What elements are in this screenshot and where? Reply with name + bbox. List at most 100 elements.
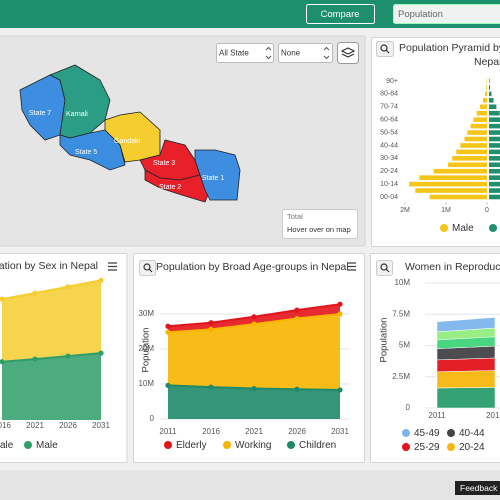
- bar: [409, 181, 487, 187]
- bar: [489, 181, 500, 187]
- x-tick-label: 2021: [26, 421, 44, 430]
- bar: [489, 156, 500, 161]
- zoom-icon: [380, 44, 390, 54]
- map-region[interactable]: [194, 149, 241, 201]
- bar: [415, 188, 487, 193]
- layers-icon: [340, 47, 356, 58]
- select-arrow: [323, 46, 330, 60]
- region-label: State 2: [159, 184, 181, 191]
- point: [165, 329, 171, 335]
- compare-button[interactable]: [306, 4, 375, 24]
- bar: [489, 98, 494, 103]
- layers-button[interactable]: [337, 42, 359, 64]
- y-tick-label: 50-54: [380, 129, 398, 136]
- area: [2, 280, 101, 362]
- bar: [489, 91, 492, 97]
- map-tooltip: [282, 209, 358, 239]
- point: [98, 350, 104, 356]
- bar: [448, 162, 487, 168]
- zoom-button[interactable]: [139, 260, 156, 276]
- pyramid-panel: [371, 37, 500, 247]
- bar: [482, 98, 487, 103]
- x-tick-label: 2031: [92, 421, 110, 430]
- y-tick-label: 0: [150, 414, 155, 423]
- y-tick-label: 20-24: [380, 168, 398, 175]
- bar: [433, 168, 487, 174]
- region-label: Gandaki: [114, 138, 141, 145]
- filter-select-value: None: [281, 49, 301, 58]
- bar: [452, 156, 487, 161]
- y-tick-label: 0: [406, 403, 411, 412]
- point: [65, 353, 71, 359]
- legend-marker: [447, 443, 455, 451]
- bar: [460, 143, 487, 148]
- compare-label: Compare: [320, 9, 359, 20]
- x-tick-label: 2016: [486, 411, 500, 420]
- map-region[interactable]: [59, 129, 126, 171]
- bar: [489, 123, 500, 129]
- legend-marker: [447, 429, 455, 437]
- point: [165, 323, 171, 329]
- pyramid-chart: Population Pyramid by Nepal 90+ 80-84 70-7…: [380, 42, 500, 234]
- chart-title: Nepal: [474, 56, 500, 68]
- point: [32, 356, 38, 362]
- bar: [489, 188, 500, 193]
- y-tick-label: 00-04: [380, 194, 398, 201]
- bar: [489, 168, 500, 174]
- state-select[interactable]: [216, 43, 274, 63]
- bar: [456, 149, 487, 155]
- bar: [486, 85, 487, 90]
- bar: [476, 110, 487, 116]
- legend-marker: [24, 441, 32, 449]
- area: [436, 317, 496, 333]
- chart-title: Women in Reproduc: [405, 261, 500, 273]
- point: [98, 277, 104, 283]
- legend-marker: [440, 224, 448, 232]
- chart-title: Population Pyramid by: [399, 42, 500, 54]
- point: [294, 315, 300, 322]
- legend-marker: [402, 429, 410, 437]
- y-tick-label: 20M: [138, 344, 154, 353]
- bar: [429, 194, 487, 200]
- filter-select[interactable]: [278, 43, 333, 63]
- footer: [0, 470, 500, 500]
- y-tick-label: 70-74: [380, 104, 398, 111]
- series-line: [1, 352, 102, 363]
- region-label: State 5: [75, 149, 97, 156]
- feedback-button[interactable]: [455, 481, 500, 495]
- map-region[interactable]: [144, 169, 211, 203]
- zoom-button[interactable]: [376, 41, 394, 57]
- legend-marker: [223, 441, 231, 449]
- bar: [489, 85, 491, 90]
- tooltip-text: Hover over on map: [287, 225, 351, 234]
- x-tick-label: 2026: [288, 427, 306, 436]
- x-tick-label: 2016: [0, 421, 11, 430]
- bar: [484, 91, 487, 97]
- age-chart: Population by Broad Age-groups in Nepal …: [138, 261, 350, 451]
- bar: [489, 194, 500, 200]
- y-tick-label: 80-84: [380, 91, 398, 98]
- legend-label: Children: [299, 440, 336, 451]
- indicator-select[interactable]: [393, 4, 500, 24]
- bar: [489, 130, 500, 135]
- menu-icon[interactable]: [108, 262, 117, 271]
- x-tick-label: 2M: [400, 207, 410, 214]
- y-tick-label: 5M: [399, 341, 410, 350]
- area: [436, 357, 496, 373]
- bar: [419, 175, 487, 180]
- y-axis-title: Population: [141, 328, 152, 373]
- area: [168, 385, 340, 419]
- region-label: Karnali: [66, 111, 88, 118]
- point: [294, 307, 300, 313]
- state-select-value: All State: [219, 49, 249, 58]
- bar: [480, 104, 487, 110]
- legend-label: Male: [452, 223, 474, 234]
- point: [0, 359, 5, 365]
- zoom-button[interactable]: [376, 260, 393, 276]
- point: [65, 284, 71, 290]
- bar: [489, 110, 500, 116]
- legend-label: Female: [0, 440, 14, 451]
- menu-icon[interactable]: [347, 262, 356, 271]
- region-label: State 7: [29, 110, 51, 117]
